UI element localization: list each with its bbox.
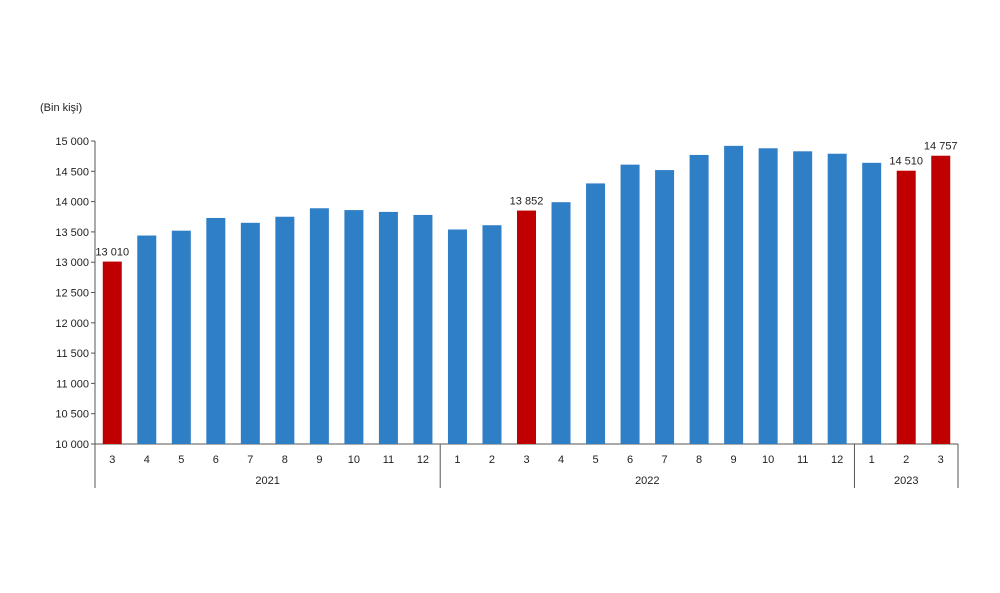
bar [655,170,675,444]
x-tick-label: 10 [348,454,360,466]
y-tick-label: 10 000 [55,439,89,451]
x-tick-label: 10 [762,454,774,466]
y-tick-label: 15 000 [55,136,89,148]
x-tick-label: 12 [831,454,843,466]
bar [517,210,536,444]
bar [620,164,640,444]
y-tick-label: 10 500 [55,409,89,421]
data-label: 13 852 [510,196,544,208]
unit-label: (Bin kişi) [40,102,82,114]
bar [447,229,467,444]
x-tick-label: 6 [627,454,633,466]
bar [724,145,744,444]
x-tick-label: 11 [797,454,808,466]
x-tick-label: 7 [247,454,253,466]
bar [482,225,502,444]
bar [275,216,295,444]
x-tick-label: 6 [213,454,219,466]
bar [413,214,433,444]
bar [551,202,571,444]
x-tick-label: 9 [316,454,322,466]
year-label: 2022 [635,475,659,487]
bar [896,170,916,444]
x-tick-label: 1 [869,454,875,466]
year-label: 2021 [255,475,279,487]
x-tick-label: 12 [417,454,429,466]
x-tick-label: 4 [144,454,150,466]
bar [793,151,813,444]
x-tick-label: 3 [938,454,944,466]
y-tick-label: 14 500 [55,166,89,178]
bar [758,148,778,444]
x-tick-label: 3 [523,454,529,466]
bar [689,154,709,445]
bar [862,162,882,445]
data-label: 14 757 [924,141,958,153]
y-tick-label: 12 000 [55,318,89,330]
x-tick-label: 8 [696,454,702,466]
bar [206,217,226,444]
x-tick-label: 11 [383,454,394,466]
bar [931,155,951,444]
data-label: 13 010 [95,247,129,259]
bars [102,145,951,445]
bar [344,210,364,444]
y-tick-label: 13 000 [55,257,89,269]
bar [309,208,329,444]
x-tick-label: 5 [178,454,184,466]
data-label: 14 510 [889,156,923,168]
x-tick-label: 1 [454,454,460,466]
bar [240,222,260,444]
y-tick-label: 11 000 [56,378,89,390]
x-tick-label: 9 [731,454,737,466]
x-tick-label: 8 [282,454,288,466]
x-tick-label: 5 [592,454,598,466]
x-tick-label: 7 [662,454,668,466]
bar [378,211,398,444]
bar [827,153,847,444]
x-tick-label: 2 [903,454,909,466]
bar [586,183,606,445]
x-tick-label: 3 [109,454,115,466]
bar [102,261,122,444]
x-tick-label: 2 [489,454,495,466]
x-tick-label: 4 [558,454,564,466]
y-tick-label: 14 000 [55,197,89,209]
bar [137,235,157,444]
bar [171,230,191,444]
y-tick-label: 13 500 [55,227,89,239]
y-tick-label: 11 500 [56,348,89,360]
axes: 10 000 10 500 11 000 11 500 12 000 12 500 13 0… [55,136,959,488]
y-tick-label: 12 500 [55,288,89,300]
year-label: 2023 [894,475,918,487]
